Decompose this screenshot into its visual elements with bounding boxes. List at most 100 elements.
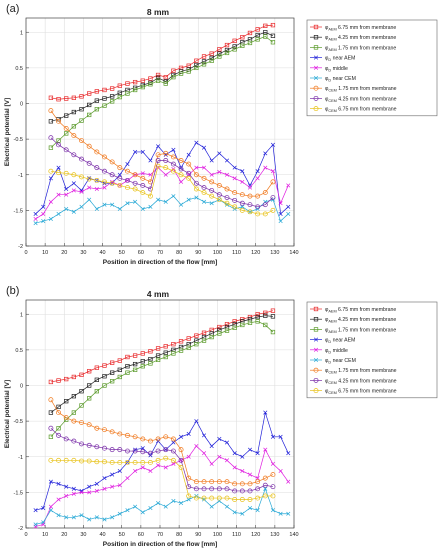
data-point [163,199,168,204]
data-point [170,457,176,463]
data-point [263,310,268,315]
data-point [48,508,53,513]
x-tick-label: 120 [251,532,260,538]
data-point [278,468,283,474]
data-point [155,78,161,83]
x-tick-label: 60 [138,250,144,256]
legend-item: φD middle [310,65,348,72]
data-point [217,151,222,156]
data-point [133,504,138,509]
data-point [224,458,230,463]
data-point [194,165,199,170]
data-point [109,180,115,186]
series-line [50,399,274,485]
data-point [247,209,253,215]
data-point [140,149,145,154]
x-tick-label: 140 [289,250,298,256]
legend-item: φAEM 1.75 mm from membrane [310,45,396,52]
data-point [148,506,153,511]
data-point [140,206,145,211]
data-point [79,441,84,447]
data-point [201,451,207,456]
data-point [255,176,260,181]
legend-marker [313,337,319,342]
series-line [35,445,289,527]
data-point [247,40,253,46]
data-point [170,168,176,174]
data-point [48,397,54,403]
data-point [94,444,100,450]
data-point [178,172,184,178]
legend-marker [313,55,319,60]
data-point [186,493,192,499]
data-point [240,169,245,174]
data-point [117,468,122,474]
data-point [48,135,54,141]
data-point [148,361,153,366]
data-point [232,325,237,330]
data-point [48,379,54,385]
data-point [71,124,77,129]
data-point [64,515,69,520]
data-point [117,447,123,453]
data-point [140,359,145,364]
data-point [117,165,123,171]
data-point [156,197,161,202]
data-point [94,481,99,486]
series-line [35,167,289,220]
data-point [240,179,245,184]
data-point [216,197,222,203]
data-point [232,38,237,43]
data-point [102,87,107,93]
data-point [171,194,176,199]
x-tick-label: 140 [289,532,298,538]
data-point [255,37,260,42]
data-point [48,434,54,439]
data-point [117,459,123,465]
data-point [109,94,115,99]
data-point [140,449,146,455]
data-point [155,152,161,158]
data-point [263,410,268,415]
data-point [63,147,69,153]
data-point [247,488,253,494]
data-point [247,30,253,36]
data-point [64,399,69,404]
data-point [224,158,230,163]
data-point [232,465,237,470]
data-point [56,170,61,176]
data-point [64,376,69,382]
data-point [132,434,138,440]
y-axis-label: Electrical potential [V] [4,380,11,448]
data-point [117,172,122,177]
data-point [278,434,283,439]
data-point [87,517,92,522]
data-point [255,27,260,32]
data-point [94,165,100,171]
data-point [201,199,207,204]
data-point [163,350,168,355]
data-point [86,160,92,166]
data-point [56,97,61,102]
x-axis-label: Position in direction of the flow [mm] [103,541,217,548]
data-point [217,47,222,52]
data-point [163,158,169,163]
data-point [193,172,199,178]
data-point [71,515,76,520]
y-tick-label: -2 [18,244,23,250]
data-point [270,207,276,213]
data-point [270,329,276,335]
data-point [109,360,115,365]
x-tick-label: 100 [213,532,222,538]
y-tick-label: -1 [18,455,23,461]
chart-panel-b: (b) 4 mm0 10 20 30 40 50 60 70 80 90 100 110 120 130 14… [4,285,438,548]
data-point [132,459,138,465]
data-point [132,87,138,93]
data-point [209,193,215,199]
data-point [270,33,276,38]
data-point [209,179,215,185]
data-point [156,463,161,468]
data-point [132,172,138,178]
data-point [262,482,268,488]
data-point [201,486,207,492]
